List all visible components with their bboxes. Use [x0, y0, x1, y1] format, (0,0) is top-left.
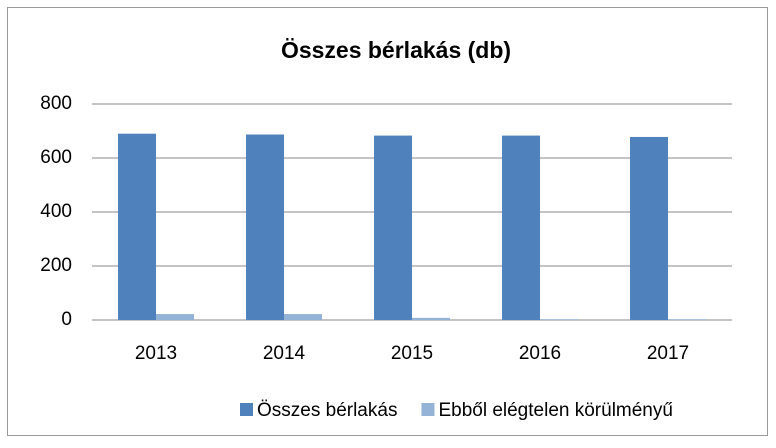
bar	[540, 319, 578, 320]
y-tick-label: 600	[40, 147, 72, 168]
legend-swatch	[421, 403, 435, 416]
x-tick-label: 2015	[391, 343, 433, 364]
bar	[502, 135, 540, 320]
x-tick-label: 2014	[263, 343, 306, 364]
bar	[118, 133, 156, 320]
bar	[284, 314, 322, 320]
y-tick-label: 200	[40, 255, 72, 276]
bar	[630, 136, 668, 320]
bar	[668, 319, 706, 320]
x-tick-label: 2016	[519, 343, 561, 364]
legend-label: Összes bérlakás	[257, 400, 397, 421]
legend-swatch	[240, 403, 253, 416]
chart-title: Összes bérlakás (db)	[281, 37, 511, 63]
y-tick-label: 0	[61, 309, 72, 330]
y-tick-label: 800	[40, 93, 72, 114]
x-tick-label: 2013	[135, 343, 177, 364]
bar	[156, 314, 194, 320]
bar	[374, 135, 412, 320]
y-tick-label: 400	[40, 201, 72, 222]
bar	[412, 317, 450, 320]
legend-label: Ebből elégtelen körülményű	[438, 400, 673, 421]
x-tick-label: 2017	[647, 343, 689, 364]
bar	[246, 134, 284, 320]
